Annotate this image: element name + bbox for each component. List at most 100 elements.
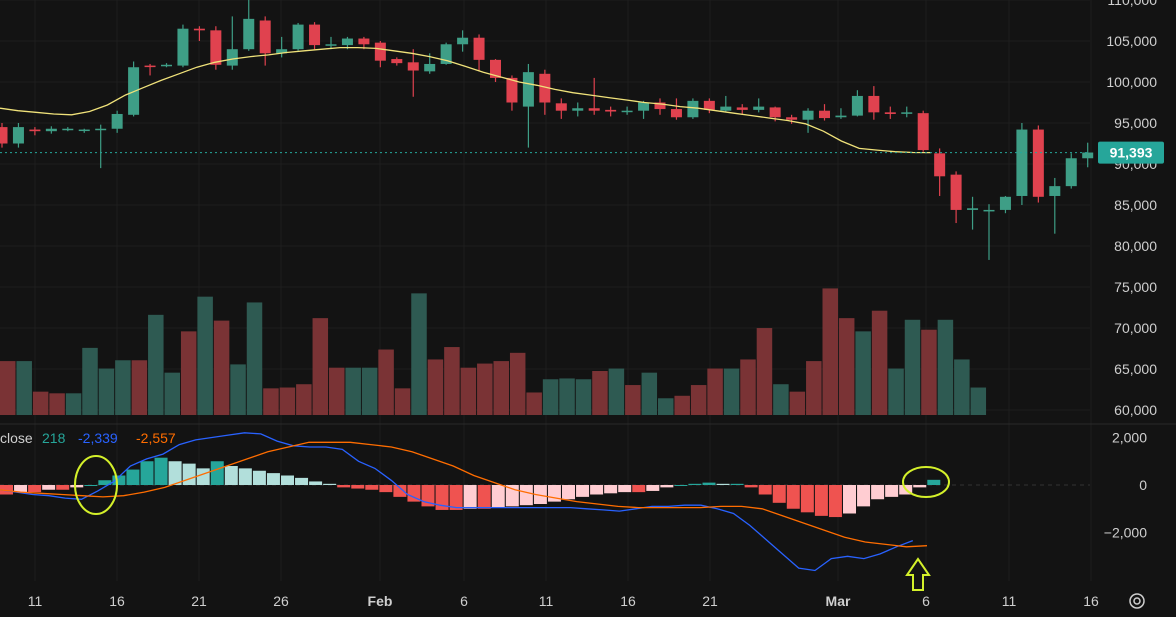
- price-tick-label: 100,000: [1106, 74, 1157, 90]
- volume-bar: [361, 367, 378, 415]
- candle-body: [391, 59, 403, 64]
- macd-histogram-bar: [309, 481, 323, 485]
- macd-legend-macd: -2,339: [78, 430, 118, 446]
- macd-tick-label: 2,000: [1112, 430, 1147, 446]
- macd-histogram-bar: [435, 485, 449, 510]
- candle-body: [934, 153, 946, 177]
- candle-body: [950, 174, 962, 210]
- macd-histogram-bar: [491, 485, 505, 508]
- macd-histogram-bar: [730, 483, 744, 485]
- macd-histogram-bar: [702, 482, 716, 485]
- volume-bar: [592, 371, 608, 415]
- time-tick-label: 16: [620, 593, 636, 609]
- annotation-arrow-up: [905, 557, 931, 591]
- volume-bar: [575, 379, 592, 415]
- macd-histogram-bar: [772, 485, 786, 503]
- volume-bar: [427, 359, 444, 415]
- macd-legend-histogram: 218: [42, 430, 66, 446]
- candle-body: [588, 108, 600, 111]
- time-tick-label: 11: [539, 593, 554, 609]
- macd-tick-label: 0: [1139, 477, 1147, 493]
- volume-bar: [608, 368, 625, 415]
- macd-histogram-bar: [562, 485, 575, 500]
- volume-bar: [246, 302, 263, 415]
- macd-histogram-bar: [70, 485, 84, 488]
- candle-body: [29, 129, 41, 132]
- macd-histogram-bar: [927, 479, 941, 485]
- macd-histogram-bar: [660, 485, 674, 488]
- candle-body: [522, 72, 534, 107]
- candle-body: [720, 106, 732, 111]
- candle-body: [374, 42, 386, 61]
- volume-bar: [444, 347, 460, 415]
- volume-bar: [263, 388, 279, 415]
- candle-body: [983, 209, 995, 212]
- volume-bar: [230, 364, 246, 415]
- candle-body: [111, 113, 123, 129]
- time-tick-label: 11: [28, 593, 43, 609]
- volume-bar: [49, 393, 65, 415]
- macd-histogram-bar: [154, 457, 168, 485]
- volume-bar: [806, 361, 822, 415]
- macd-histogram-bar: [365, 485, 379, 490]
- volume-bar: [756, 328, 773, 415]
- macd-histogram-bar: [814, 485, 828, 516]
- volume-bar: [838, 318, 855, 415]
- volume-bar: [460, 367, 477, 415]
- candle-body: [851, 95, 863, 116]
- candle-body: [45, 128, 57, 132]
- volume-bar: [559, 378, 575, 415]
- candle-body: [341, 38, 353, 46]
- macd-legend: close 218 -2,339 -2,557: [0, 430, 176, 446]
- candle-body: [638, 102, 650, 111]
- macd-histogram-bar: [885, 485, 899, 497]
- macd-histogram-bar: [238, 468, 252, 485]
- price-axis: 110,000105,000100,00095,00090,00085,0008…: [1106, 0, 1157, 418]
- volume-bar: [213, 320, 230, 415]
- volume-bar: [773, 384, 789, 415]
- time-tick-label: 16: [1083, 593, 1099, 609]
- candle-body: [1032, 129, 1044, 197]
- time-axis[interactable]: 11 16 21 26 Feb 6 11 16 21 Mar 6 11 16: [28, 593, 1099, 609]
- annotation-ellipse: [74, 455, 118, 515]
- candle-body: [884, 112, 896, 114]
- macd-histogram-bar: [140, 461, 154, 485]
- volume-bar: [411, 293, 427, 415]
- macd-histogram-bar: [744, 485, 758, 488]
- macd-histogram-bar: [168, 461, 182, 485]
- candle-body: [292, 24, 304, 50]
- price-tick-label: 65,000: [1114, 361, 1157, 377]
- macd-line: [0, 432, 914, 572]
- annotation-ellipse: [902, 466, 950, 498]
- time-tick-label: Feb: [368, 593, 393, 609]
- macd-histogram-bar: [716, 483, 730, 485]
- volume-bar: [740, 359, 756, 415]
- price-tick-label: 75,000: [1114, 279, 1157, 295]
- price-tick-label: 110,000: [1107, 0, 1157, 8]
- macd-histogram-bar: [224, 466, 238, 485]
- candle-body: [177, 28, 189, 66]
- candle-body: [769, 107, 781, 118]
- volume-bar: [921, 329, 937, 415]
- macd-histogram-bar: [913, 485, 927, 488]
- volume-bar: [312, 318, 329, 415]
- candle-body: [144, 65, 156, 68]
- candle-body: [1082, 152, 1094, 159]
- macd-histogram-bar: [98, 480, 112, 485]
- candle-body: [539, 73, 551, 103]
- settings-icon[interactable]: [1129, 593, 1145, 609]
- candle-body: [1016, 129, 1028, 196]
- volume-bar: [16, 361, 32, 415]
- macd-histogram-bar: [871, 485, 885, 500]
- volume-bar: [345, 367, 361, 415]
- volume-bar: [723, 368, 740, 415]
- time-tick-label: 26: [273, 593, 289, 609]
- time-tick-label: 6: [460, 593, 468, 609]
- candle-body: [736, 107, 748, 110]
- macd-histogram-bar: [674, 485, 688, 486]
- time-tick-label: Mar: [826, 593, 851, 609]
- macd-histogram-bar: [182, 463, 196, 485]
- macd-histogram-bar: [463, 485, 477, 509]
